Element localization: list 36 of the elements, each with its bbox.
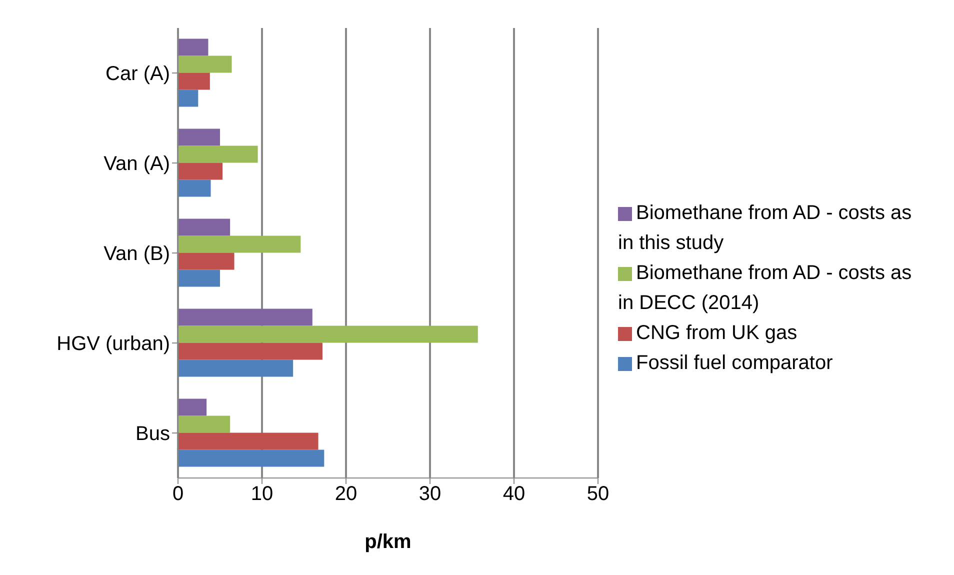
y-tick-label: Van (A) [104, 153, 170, 176]
x-tick-label: 20 [334, 483, 358, 506]
x-tick-label: 40 [502, 483, 526, 506]
legend-label: CNG from UK gas [636, 322, 798, 344]
x-axis-title: p/km [364, 531, 412, 553]
bar [178, 218, 230, 236]
bar [178, 416, 230, 433]
bar [178, 38, 208, 56]
bar [178, 270, 220, 287]
bar [178, 252, 234, 270]
bar [178, 146, 258, 163]
legend-label: Biomethane from AD - costs as in this study [618, 202, 912, 254]
y-tick-label: Van (B) [104, 243, 170, 266]
legend-label: Biomethane from AD - costs as in DECC (2014) [618, 262, 912, 314]
bar [178, 128, 220, 146]
y-tick-label: HGV (urban) [56, 333, 170, 356]
bar [178, 432, 318, 450]
bar [178, 162, 223, 180]
bar [178, 56, 232, 73]
bar [178, 180, 211, 197]
x-tick-label: 30 [418, 483, 442, 506]
bar [178, 236, 301, 253]
bar [178, 342, 322, 360]
y-tick-label: Car (A) [106, 63, 170, 86]
y-tick-label: Bus [136, 423, 170, 446]
bar [178, 450, 324, 467]
bar [178, 308, 312, 326]
bar [178, 90, 198, 107]
bar [178, 326, 478, 343]
x-tick-label: 0 [172, 483, 184, 506]
legend-label: Fossil fuel comparator [636, 352, 833, 374]
bar [178, 398, 207, 416]
x-tick-label: 10 [250, 483, 274, 506]
bar [178, 360, 294, 377]
x-tick-label: 50 [586, 483, 610, 506]
bar [178, 72, 210, 90]
